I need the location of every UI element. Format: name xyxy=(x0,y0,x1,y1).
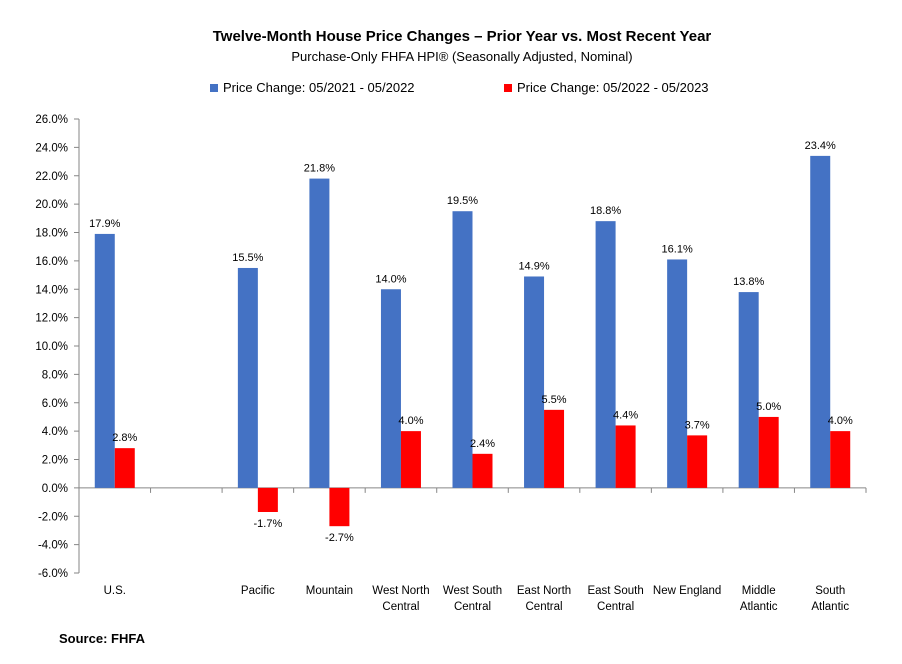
data-label: 16.1% xyxy=(662,243,693,255)
legend-label: Price Change: 05/2021 - 05/2022 xyxy=(223,80,415,95)
category-label: Mountain xyxy=(306,585,353,597)
legend: Price Change: 05/2021 - 05/2022 Price Cha… xyxy=(210,80,709,95)
y-tick-label: 22.0% xyxy=(35,171,68,183)
data-labels: 17.9% 2.8% 15.5% -1.7% 21.8% -2.7% 14.0% 4.0% 19… xyxy=(89,140,853,544)
category-labels: U.S. Pacific Mountain West North Central West… xyxy=(104,585,850,613)
data-label: 4.0% xyxy=(398,415,423,427)
bar xyxy=(595,221,616,488)
bar xyxy=(452,211,473,488)
data-label: -1.7% xyxy=(253,518,282,530)
y-tick-label: 6.0% xyxy=(42,398,68,410)
y-tick-label: -2.0% xyxy=(38,511,68,523)
category-label: Central xyxy=(526,601,563,613)
category-label: Atlantic xyxy=(740,601,778,613)
bar xyxy=(544,409,565,488)
category-label: South xyxy=(815,585,845,597)
legend-label: Price Change: 05/2022 - 05/2023 xyxy=(517,80,709,95)
data-label: 18.8% xyxy=(590,205,621,217)
y-tick-label: 8.0% xyxy=(42,369,68,381)
y-tick-label: 18.0% xyxy=(35,228,68,240)
category-label: West South xyxy=(443,585,502,597)
category-label: New England xyxy=(653,585,721,597)
category-label: East North xyxy=(517,585,571,597)
y-tick-label: 12.0% xyxy=(35,313,68,325)
y-tick-label: 2.0% xyxy=(42,455,68,467)
y-tick-label: -4.0% xyxy=(38,540,68,552)
bar xyxy=(380,289,401,488)
data-label: 2.8% xyxy=(112,432,137,444)
y-tick-label: 24.0% xyxy=(35,142,68,154)
bar xyxy=(400,431,421,488)
data-label: 4.0% xyxy=(828,415,853,427)
category-label: U.S. xyxy=(104,585,126,597)
bar xyxy=(687,435,708,488)
bar xyxy=(615,425,636,488)
bar xyxy=(738,292,759,488)
bar xyxy=(524,276,545,488)
data-label: 14.9% xyxy=(518,260,549,272)
bar xyxy=(309,178,330,488)
category-label: Central xyxy=(454,601,491,613)
data-label: 23.4% xyxy=(805,140,836,152)
category-label: Central xyxy=(597,601,634,613)
category-label: Atlantic xyxy=(811,601,849,613)
y-tick-label: 20.0% xyxy=(35,199,68,211)
bar xyxy=(329,487,350,527)
category-label: Central xyxy=(382,601,419,613)
bar xyxy=(237,267,258,488)
y-tick-label: 14.0% xyxy=(35,284,68,296)
data-label: 3.7% xyxy=(685,419,710,431)
data-label: -2.7% xyxy=(325,532,354,544)
category-label: East South xyxy=(587,585,643,597)
legend-swatch xyxy=(504,84,512,92)
bars xyxy=(94,155,851,527)
y-tick-label: 16.0% xyxy=(35,256,68,268)
bar xyxy=(472,453,493,488)
data-label: 19.5% xyxy=(447,195,478,207)
data-label: 21.8% xyxy=(304,163,335,175)
y-tick-label: 26.0% xyxy=(35,114,68,126)
bar xyxy=(114,448,135,488)
legend-swatch xyxy=(210,84,218,92)
category-label: Pacific xyxy=(241,585,275,597)
bar xyxy=(667,259,688,488)
data-label: 4.4% xyxy=(613,409,638,421)
category-label: West North xyxy=(372,585,429,597)
source-note: Source: FHFA xyxy=(59,631,146,646)
data-label: 5.5% xyxy=(542,394,567,406)
data-label: 2.4% xyxy=(470,438,495,450)
y-tick-label: 10.0% xyxy=(35,341,68,353)
data-label: 5.0% xyxy=(756,401,781,413)
y-tick-label: -6.0% xyxy=(38,568,68,580)
bar xyxy=(758,416,779,488)
chart-subtitle: Purchase-Only FHFA HPI® (Seasonally Adju… xyxy=(291,49,632,64)
y-tick-label: 0.0% xyxy=(42,483,68,495)
bar xyxy=(810,155,831,488)
data-label: 15.5% xyxy=(232,252,263,264)
data-label: 17.9% xyxy=(89,218,120,230)
axes: 26.0% 24.0% 22.0% 20.0% 18.0% 16.0% 14.0% 12.0%… xyxy=(35,114,867,580)
y-tick-label: 4.0% xyxy=(42,426,68,438)
bar xyxy=(830,431,851,488)
category-label: Middle xyxy=(742,585,776,597)
data-label: 13.8% xyxy=(733,276,764,288)
bar xyxy=(94,233,115,488)
bar xyxy=(257,487,278,512)
data-label: 14.0% xyxy=(375,273,406,285)
chart-title: Twelve-Month House Price Changes – Prior… xyxy=(213,28,712,45)
